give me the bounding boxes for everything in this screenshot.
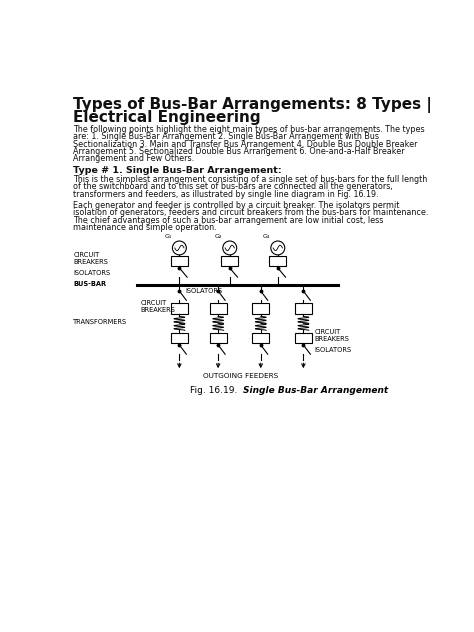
FancyBboxPatch shape (295, 332, 312, 343)
Text: Sectionalization 3. Main and Transfer Bus Arrangement 4. Double Bus Double Break: Sectionalization 3. Main and Transfer Bu… (73, 140, 418, 149)
FancyBboxPatch shape (252, 332, 269, 343)
Text: TRANSFORMERS: TRANSFORMERS (73, 319, 128, 325)
FancyBboxPatch shape (221, 255, 238, 267)
Text: Arrangement and Few Others.: Arrangement and Few Others. (73, 154, 194, 164)
Text: The chief advantages of such a bus-bar arrangement are low initial cost, less: The chief advantages of such a bus-bar a… (73, 216, 383, 224)
Text: Arrangement 5. Sectionalized Double Bus Arrangement 6. One-and-a-Half Breaker: Arrangement 5. Sectionalized Double Bus … (73, 147, 405, 156)
Text: Types of Bus-Bar Arrangements: 8 Types |: Types of Bus-Bar Arrangements: 8 Types | (73, 97, 432, 113)
Text: Single Bus-Bar Arrangement: Single Bus-Bar Arrangement (243, 386, 388, 395)
FancyBboxPatch shape (171, 303, 188, 314)
Text: isolation of generators, feeders and circuit breakers from the bus-bars for main: isolation of generators, feeders and cir… (73, 209, 428, 217)
Text: Type # 1. Single Bus-Bar Arrangement:: Type # 1. Single Bus-Bar Arrangement: (73, 166, 282, 174)
Text: G₃: G₃ (263, 234, 270, 240)
Text: Fig. 16.19.: Fig. 16.19. (190, 386, 243, 395)
Text: CIRCUIT
BREAKERS: CIRCUIT BREAKERS (141, 300, 175, 313)
Text: CIRCUIT
BREAKERS: CIRCUIT BREAKERS (73, 252, 108, 265)
Text: of the switchboard and to this set of bus-bars are connected all the generators,: of the switchboard and to this set of bu… (73, 183, 393, 191)
Text: G₂: G₂ (215, 234, 222, 240)
Text: transformers and feeders, as illustrated by single line diagram in Fig. 16.19.: transformers and feeders, as illustrated… (73, 190, 379, 199)
Text: OUTGOING FEEDERS: OUTGOING FEEDERS (203, 374, 278, 379)
Text: G₁: G₁ (164, 234, 172, 240)
FancyBboxPatch shape (295, 303, 312, 314)
Text: CIRCUIT
BREAKERS: CIRCUIT BREAKERS (314, 329, 349, 342)
Text: Each generator and feeder is controlled by a circuit breaker. The isolators perm: Each generator and feeder is controlled … (73, 201, 400, 210)
Text: Electrical Engineering: Electrical Engineering (73, 110, 261, 125)
Text: ISOLATORS: ISOLATORS (73, 270, 110, 276)
FancyBboxPatch shape (252, 303, 269, 314)
FancyBboxPatch shape (210, 303, 227, 314)
FancyBboxPatch shape (269, 255, 286, 267)
Text: The following points highlight the eight main types of bus-bar arrangements. The: The following points highlight the eight… (73, 125, 425, 134)
Text: are: 1. Single Bus-Bar Arrangement 2. Single Bus-Bar Arrangement with Bus: are: 1. Single Bus-Bar Arrangement 2. Si… (73, 133, 379, 142)
FancyBboxPatch shape (171, 255, 188, 267)
Text: ISOLATORS: ISOLATORS (186, 288, 223, 294)
Text: ISOLATORS: ISOLATORS (314, 347, 351, 353)
FancyBboxPatch shape (210, 332, 227, 343)
Text: BUS-BAR: BUS-BAR (73, 281, 106, 287)
Text: This is the simplest arrangement consisting of a single set of bus-bars for the : This is the simplest arrangement consist… (73, 175, 428, 184)
FancyBboxPatch shape (171, 332, 188, 343)
Text: maintenance and simple operation.: maintenance and simple operation. (73, 223, 217, 232)
